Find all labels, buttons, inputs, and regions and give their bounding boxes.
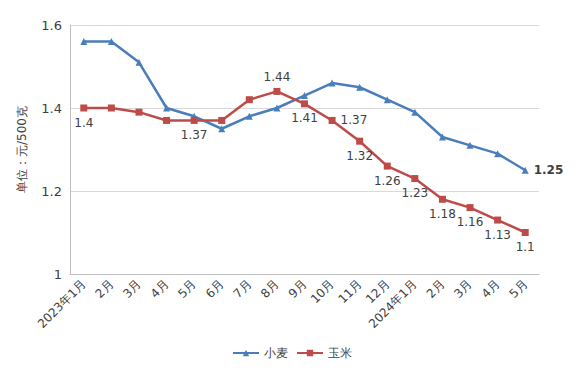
svg-text:1.44: 1.44 — [264, 70, 291, 84]
svg-text:5月: 5月 — [506, 277, 530, 301]
svg-text:10月: 10月 — [308, 277, 337, 306]
svg-text:1.4: 1.4 — [41, 101, 62, 116]
svg-text:1.2: 1.2 — [41, 184, 62, 199]
svg-text:3月: 3月 — [451, 277, 475, 301]
svg-text:4月: 4月 — [148, 277, 172, 301]
svg-text:1.1: 1.1 — [516, 240, 535, 254]
svg-text:小麦: 小麦 — [264, 346, 288, 360]
svg-text:1.41: 1.41 — [291, 111, 318, 125]
svg-text:5月: 5月 — [175, 277, 199, 301]
svg-text:12月: 12月 — [363, 277, 393, 307]
svg-text:1.13: 1.13 — [484, 228, 511, 242]
svg-text:3月: 3月 — [120, 277, 144, 301]
svg-text:1.25: 1.25 — [534, 163, 564, 177]
svg-text:6月: 6月 — [203, 277, 227, 301]
svg-text:1: 1 — [54, 267, 62, 282]
svg-text:2024年1月: 2024年1月 — [366, 277, 420, 331]
svg-text:2月: 2月 — [93, 277, 117, 301]
svg-text:1.26: 1.26 — [374, 174, 401, 188]
svg-text:8月: 8月 — [258, 277, 282, 301]
svg-text:玉米: 玉米 — [328, 346, 352, 360]
svg-text:1.23: 1.23 — [401, 186, 428, 200]
svg-text:单位：元/500克: 单位：元/500克 — [15, 106, 29, 193]
svg-text:1.37: 1.37 — [341, 113, 368, 127]
svg-text:11月: 11月 — [335, 277, 364, 306]
svg-text:1.37: 1.37 — [181, 128, 208, 142]
svg-text:2023年1月: 2023年1月 — [35, 277, 89, 331]
svg-text:1.4: 1.4 — [74, 116, 93, 130]
svg-text:4月: 4月 — [479, 277, 503, 301]
svg-text:9月: 9月 — [286, 277, 310, 301]
svg-text:1.18: 1.18 — [429, 207, 456, 221]
svg-text:1.32: 1.32 — [346, 149, 373, 163]
svg-text:1.6: 1.6 — [41, 18, 62, 33]
svg-text:1.16: 1.16 — [457, 215, 484, 229]
svg-text:7月: 7月 — [230, 277, 254, 301]
svg-text:2月: 2月 — [424, 277, 448, 301]
